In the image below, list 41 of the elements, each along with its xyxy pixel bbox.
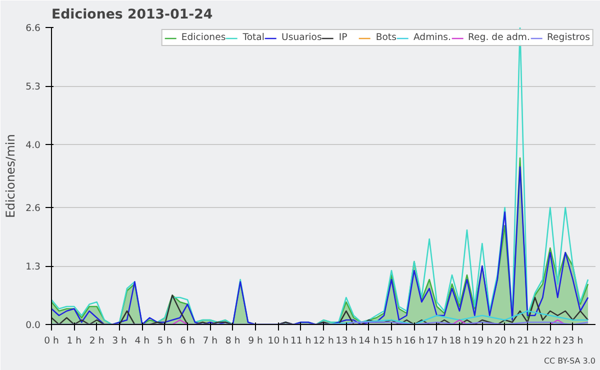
x-tick-label: 1 h xyxy=(66,336,82,346)
x-tick-label: 0 h xyxy=(44,336,59,346)
x-tick-label: 16 h xyxy=(404,336,425,346)
x-tick-label: 12 h xyxy=(313,336,334,346)
x-tick-label: 6 h xyxy=(180,336,195,346)
y-tick-label: 6.6 xyxy=(26,23,41,34)
x-tick-label: 21 h xyxy=(517,336,538,346)
legend-label: Registros xyxy=(546,32,590,43)
x-tick-label: 10 h xyxy=(268,336,289,346)
y-tick-label: 0.0 xyxy=(26,320,41,331)
chart-title: Ediciones 2013-01-24 xyxy=(52,8,213,22)
legend-label: Bots xyxy=(376,32,396,43)
x-tick-label: 7 h xyxy=(202,336,218,346)
x-tick-label: 17 h xyxy=(426,336,448,346)
x-tick-label: 14 h xyxy=(358,336,380,346)
x-tick-label: 5 h xyxy=(157,336,172,346)
x-tick-label: 13 h xyxy=(336,336,357,346)
x-tick-label: 8 h xyxy=(225,336,240,346)
legend-label: Admins. xyxy=(413,32,451,43)
y-axis-title: Ediciones/min xyxy=(4,134,18,218)
x-tick-label: 15 h xyxy=(381,336,402,346)
legend-label: IP xyxy=(338,32,348,43)
x-tick-label: 3 h xyxy=(112,336,127,346)
x-tick-label: 18 h xyxy=(449,336,470,346)
x-tick-label: 9 h xyxy=(248,336,263,346)
x-tick-label: 11 h xyxy=(290,336,312,346)
y-tick-label: 2.6 xyxy=(26,203,41,214)
text: CC BY-SA 3.0 xyxy=(544,356,596,366)
y-tick-label: 4.0 xyxy=(26,140,41,151)
x-tick-label: 19 h xyxy=(472,336,493,346)
x-tick-label: 4 h xyxy=(134,336,150,346)
legend-label: Total xyxy=(242,32,264,43)
legend-label: Usuarios xyxy=(282,32,322,43)
legend-label: Reg. de adm. xyxy=(468,32,530,43)
x-tick-label: 22 h xyxy=(540,336,561,346)
legend-label: Ediciones xyxy=(181,32,226,43)
x-tick-label: 2 h xyxy=(89,336,104,346)
x-tick-label: 23 h xyxy=(562,336,584,346)
y-tick-label: 1.3 xyxy=(26,262,41,272)
y-tick-label: 5.3 xyxy=(26,82,41,92)
x-tick-label: 20 h xyxy=(494,336,516,346)
